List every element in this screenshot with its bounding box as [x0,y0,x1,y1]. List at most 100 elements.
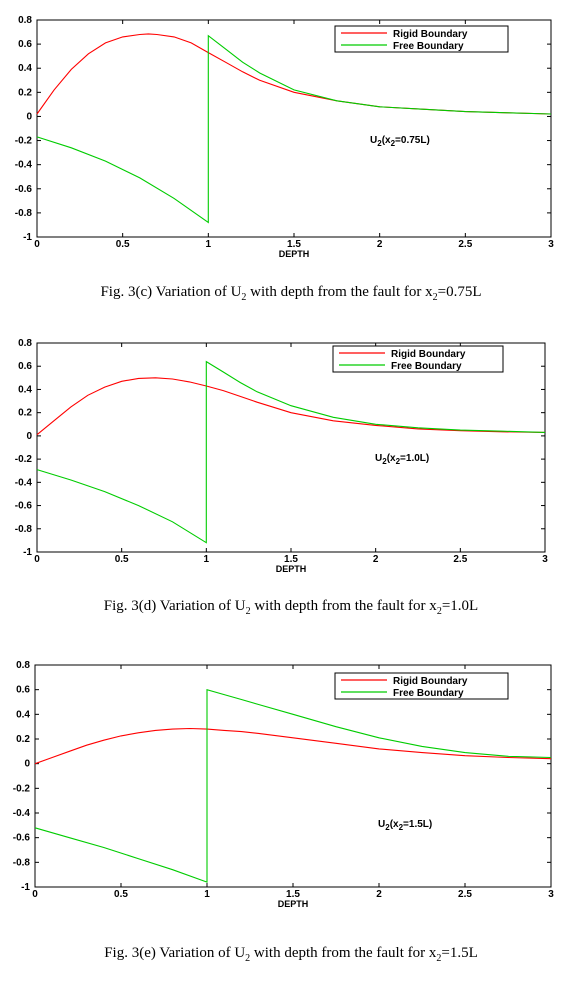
y-tick-label: 0.8 [18,15,32,26]
y-tick-label: -0.8 [15,524,33,535]
caption-subscript: 2 [436,606,442,617]
annotation-part: (x [382,135,391,146]
annotation-part: 2 [382,457,387,466]
y-tick-label: 0.2 [18,87,32,98]
legend-box [334,672,509,700]
y-tick-label: -0.6 [15,501,33,512]
y-tick-label: 0 [26,431,32,442]
caption-subscript: 2 [245,953,251,964]
x-tick-label: 0.5 [115,554,129,565]
x-tick-label: 3 [548,239,554,250]
x-tick-label: 2.5 [458,239,472,250]
x-tick-label: 2 [377,239,383,250]
plot-frame [36,19,552,238]
caption-text-post: =1.5L [441,945,478,961]
chart-e: 0 0.5 1 1.5 2 2.5 3 -1 -0.8 -0.6 -0.4 -0.2 0 0.2 0.4 0.… [13,660,554,909]
series-line-free [36,360,546,544]
caption-text-pre: Fig. 3(c) Variation of U [100,284,242,300]
x-tick-label: 2.5 [453,554,467,565]
y-tick-label: 0.4 [18,63,32,74]
figure-caption: Fig. 3(d) Variation of U2 with depth fro… [0,598,582,617]
x-tick-label: 2.5 [458,889,472,900]
y-tick-label: 0 [26,111,32,122]
x-tick-label: 1.5 [284,554,298,565]
y-tick-label: 0.2 [18,408,32,419]
annotation-part: 2 [385,823,390,832]
y-tick-label: -0.6 [13,833,31,844]
y-tick-label: -1 [23,232,32,243]
y-tick-label: -0.8 [13,857,31,868]
x-axis-label: DEPTH [276,564,307,574]
annotation-part: =1.5L) [403,819,432,830]
y-tick-label: -0.4 [15,477,33,488]
annotation-part: (x [390,819,399,830]
chart-panel-e: 0 0.5 1 1.5 2 2.5 3 -1 -0.8 -0.6 -0.4 -0.2 0 0.2 0.4 0.… [0,655,582,981]
figure-caption: Fig. 3(e) Variation of U2 with depth fro… [0,945,582,964]
curve-annotation: U2(x2=1.0L) [375,453,429,466]
caption-subscript: 2 [245,606,251,617]
y-tick-label: -0.6 [15,184,33,195]
annotation-part: (x [387,453,396,464]
caption-subscript: 2 [241,292,247,303]
chart-panel-c: 0 0.5 1 1.5 2 2.5 3 -1 -0.8 -0.6 -0.4 -0.2 0 0.2 0.4 0.… [0,0,582,320]
annotation-part: 2 [399,823,404,832]
caption-text-pre: Fig. 3(e) Variation of U [104,945,246,961]
caption-text-mid: with depth from the fault for x [250,598,437,614]
legend-label: Free Boundary [391,361,462,372]
x-tick-label: 2 [376,889,382,900]
annotation-part: =1.0L) [400,453,429,464]
x-axis-label: DEPTH [279,249,310,259]
x-tick-label: 1 [206,239,212,250]
x-tick-label: 0 [34,554,40,565]
legend-label: Free Boundary [393,41,464,52]
y-tick-label: 0.2 [16,734,30,745]
y-tick-label: -0.4 [15,160,33,171]
x-tick-label: 0.5 [116,239,130,250]
legend-label: Rigid Boundary [393,676,468,687]
x-tick-label: 3 [542,554,548,565]
y-tick-label: -1 [21,882,30,893]
x-tick-label: 0.5 [114,889,128,900]
y-tick-label: -0.2 [13,783,31,794]
x-tick-label: 1.5 [287,239,301,250]
y-tick-label: 0.6 [18,39,32,50]
x-tick-label: 3 [548,889,554,900]
annotation-part: =0.75L) [395,135,430,146]
annotation-part: 2 [377,139,382,148]
x-axis-label: DEPTH [278,899,309,909]
y-tick-label: 0 [24,759,30,770]
curve-annotation: U2(x2=1.5L) [378,819,432,832]
plot-frame [34,664,552,888]
curve-annotation: U2(x2=0.75L) [370,135,430,148]
y-tick-label: -1 [23,547,32,558]
caption-text-post: =0.75L [437,284,482,300]
y-tick-label: -0.4 [13,808,31,819]
x-tick-label: 1 [204,889,210,900]
y-tick-label: 0.4 [18,384,32,395]
figure-caption: Fig. 3(c) Variation of U2 with depth fro… [0,284,582,303]
caption-text-mid: with depth from the fault for x [246,284,433,300]
plot-frame [36,342,546,553]
legend-box [334,25,509,53]
legend-label: Rigid Boundary [393,29,468,40]
y-tick-label: -0.2 [15,136,33,147]
y-tick-label: -0.8 [15,208,33,219]
x-tick-label: 1.5 [286,889,300,900]
y-tick-label: 0.6 [18,361,32,372]
y-tick-label: 0.6 [16,685,30,696]
annotation-part: U [370,135,377,146]
caption-text-mid: with depth from the fault for x [250,945,437,961]
x-tick-label: 0 [34,239,40,250]
chart-d: 0 0.5 1 1.5 2 2.5 3 -1 -0.8 -0.6 -0.4 -0.2 0 0.2 0.4 0.… [15,338,548,574]
annotation-part: 2 [391,139,396,148]
caption-text-post: =1.0L [441,598,479,614]
caption-text-pre: Fig. 3(d) Variation of U [103,598,246,614]
caption-subscript: 2 [432,292,438,303]
series-line-free [34,688,552,883]
y-tick-label: 0.4 [16,709,30,720]
legend-label: Free Boundary [393,688,464,699]
x-tick-label: 0 [32,889,38,900]
annotation-part: U [378,819,385,830]
chart-panel-d: 0 0.5 1 1.5 2 2.5 3 -1 -0.8 -0.6 -0.4 -0.2 0 0.2 0.4 0.… [0,330,582,650]
x-tick-label: 1 [204,554,210,565]
